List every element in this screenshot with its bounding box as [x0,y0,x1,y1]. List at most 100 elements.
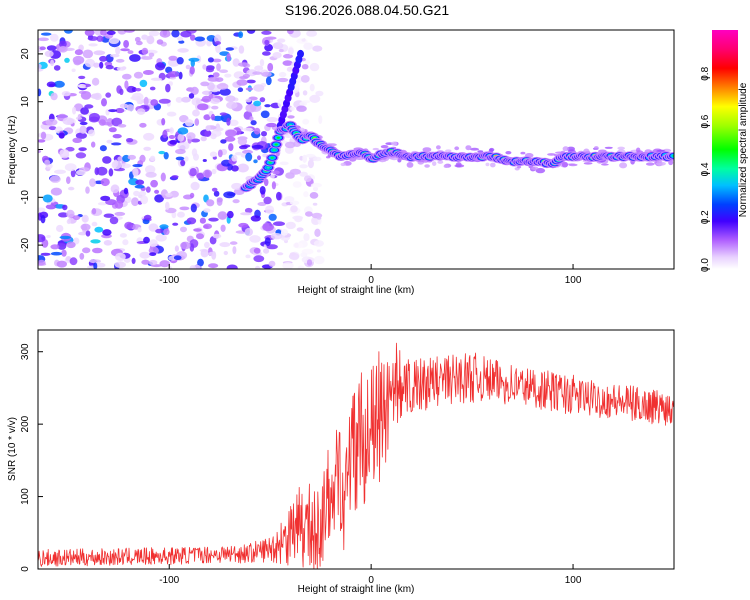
noise-blob [305,211,313,217]
noise-blob [286,66,293,72]
noise-blob [59,40,67,48]
noise-blob [91,221,98,227]
noise-blob [424,164,430,168]
noise-blob [189,243,195,252]
noise-blob [163,228,170,236]
noise-blob [562,146,569,152]
noise-blob [296,105,307,112]
noise-blob [282,262,294,269]
noise-blob [207,76,220,82]
noise-blob [145,171,157,178]
noise-blob [134,36,141,43]
noise-blob [85,186,90,194]
noise-blob [79,252,85,260]
colorbar-tick-label: 0.4 [700,162,711,176]
noise-blob [79,121,88,126]
noise-blob [277,77,289,83]
chart-title: S196.2026.088.04.50.G21 [285,2,449,18]
noise-blob [194,118,200,126]
noise-blob [66,176,71,184]
noise-blob [61,91,71,97]
noise-blob [50,187,63,196]
spectrogram-y-axis-label: Frequency (Hz) [7,116,18,185]
snr-x-ticks: -100 0 100 [159,564,582,586]
noise-blob [171,175,179,179]
noise-blob [105,92,112,98]
noise-blob [225,47,234,51]
noise-blob [303,191,309,198]
noise-blob [276,252,284,256]
noise-blob [259,97,266,103]
noise-blob [142,218,150,225]
noise-blob [283,53,293,59]
noise-blob [40,215,46,224]
noise-blob [253,247,261,254]
noise-blob [208,263,219,269]
noise-blob [190,34,196,41]
noise-blob [216,83,229,90]
spectrogram-y-ticks: -20 -10 0 10 20 [20,48,43,252]
noise-blob [253,84,265,92]
noise-blob [115,107,125,114]
noise-blob [134,184,145,189]
noise-blob [264,43,273,52]
noise-blob [204,130,212,138]
noise-blob [56,260,67,268]
noise-blob [177,211,185,218]
noise-blob [159,224,169,229]
noise-blob [103,213,115,218]
noise-blob [175,156,185,161]
noise-blob [445,149,452,153]
noise-blob [68,186,75,191]
noise-blob [40,252,51,256]
noise-blob [133,71,144,79]
noise-blob [78,75,86,80]
noise-blob [238,31,244,39]
snr-frame [37,329,675,570]
noise-blob [231,165,239,172]
noise-blob [69,257,78,266]
noise-blob [312,186,319,192]
noise-blob [38,207,46,212]
noise-blob [263,196,272,205]
noise-blob [145,165,156,174]
noise-blob [191,97,202,106]
noise-blob [257,155,261,161]
noise-blob [119,88,124,96]
noise-blob [50,33,59,42]
noise-blob [212,58,222,63]
noise-blob [75,169,86,176]
noise-blob [105,65,114,70]
noise-blob [297,265,305,269]
noise-blob [111,117,123,127]
noise-blob [58,132,65,139]
noise-blob [112,134,122,139]
noise-blob [131,197,139,207]
noise-blob [180,226,187,233]
noise-blob [300,75,310,83]
noise-blob [455,162,462,168]
noise-blob [93,262,98,269]
noise-blob [165,201,170,211]
noise-blob [215,44,221,53]
noise-blob [305,153,316,158]
noise-blob [106,139,113,144]
noise-blob [287,115,295,119]
noise-blob [148,30,160,37]
noise-blob [313,255,325,265]
y-tick-label: 20 [20,48,31,60]
noise-blob [123,30,135,33]
noise-blob [90,239,101,244]
noise-blob [201,95,212,103]
noise-blob [50,244,60,250]
noise-blob [200,136,207,142]
noise-blob [306,30,318,37]
noise-blob [264,237,271,247]
noise-blob [254,65,264,71]
noise-blob [177,127,189,135]
noise-blob [38,63,42,69]
noise-blob [39,46,46,51]
noise-blob [264,39,270,46]
noise-blob [40,32,52,36]
noise-blob [301,63,309,70]
